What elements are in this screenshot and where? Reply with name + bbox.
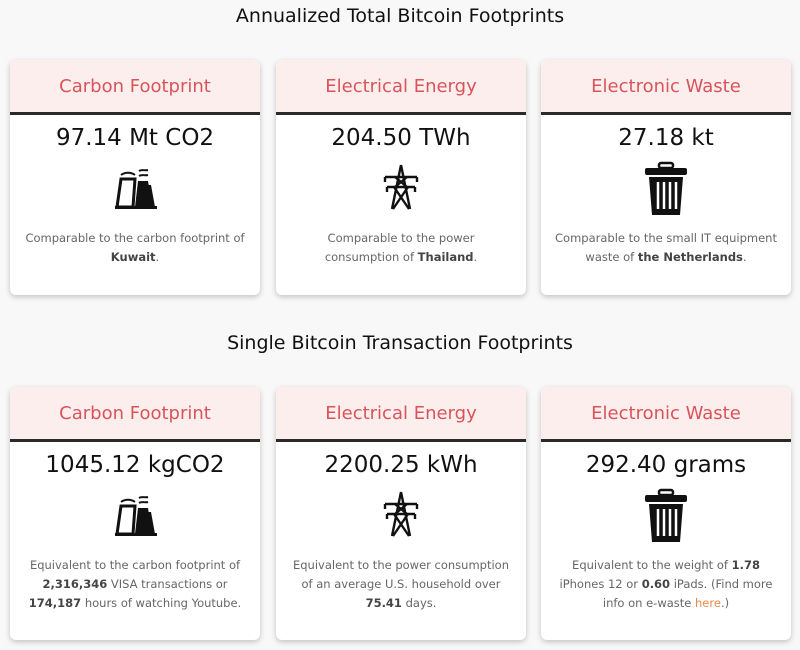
card-header: Carbon Footprint [10,60,260,115]
card-value: 2200.25 kWh [324,452,478,478]
power-tower-icon [276,161,526,217]
card-header: Electronic Waste [541,60,791,115]
card-value: 204.50 TWh [331,125,471,151]
footprint-card: Electrical Energy 204.50 TWh Comparable … [276,60,526,295]
desc-text: . [155,250,160,264]
power-tower-icon [276,488,526,544]
desc-text: Comparable to the carbon footprint of [25,231,245,245]
card-header: Electronic Waste [541,387,791,442]
footprint-card: Carbon Footprint 97.14 Mt CO2 Comparable… [10,60,260,295]
desc-text: 75.41 [365,596,402,610]
desc-text: . [742,250,747,264]
desc-text: .) [720,596,730,610]
card-header: Electrical Energy [276,387,526,442]
card-description: Comparable to the carbon footprint of Ku… [10,229,260,267]
section-title: Annualized Total Bitcoin Footprints [235,5,565,27]
trash-icon [541,488,791,544]
desc-text: 0.60 [641,577,671,591]
desc-text: hours of watching Youtube. [81,596,242,610]
footprint-card: Electronic Waste 292.40 grams Equivalent… [541,387,791,640]
card-header: Carbon Footprint [10,387,260,442]
card-value: 97.14 Mt CO2 [55,125,215,151]
card-value: 27.18 kt [618,125,714,151]
factory-icon [10,161,260,217]
footprint-card: Electrical Energy 2200.25 kWh Equivalent… [276,387,526,640]
desc-text: iPads. (Find more info on e-waste [602,577,773,610]
desc-text: Thailand [417,250,474,264]
desc-text: 174,187 [28,596,82,610]
section-title: Single Bitcoin Transaction Footprints [227,332,573,354]
desc-text: Comparable to the power consumption of [324,231,475,264]
desc-text: iPhones 12 or [559,577,642,591]
card-description: Equivalent to the power consumption of a… [276,556,526,613]
card-value: 1045.12 kgCO2 [45,452,225,478]
card-description: Comparable to the small IT equipment was… [541,229,791,267]
footprint-card: Carbon Footprint 1045.12 kgCO2 Equivalen… [10,387,260,640]
card-description: Equivalent to the weight of 1.78 iPhones… [541,556,791,613]
desc-text: 2,316,346 [42,577,108,591]
card-header: Electrical Energy [276,60,526,115]
desc-text: 1.78 [731,558,760,572]
trash-icon [541,161,791,217]
e-waste-link[interactable]: here [695,596,721,610]
desc-text: the Netherlands [637,250,743,264]
desc-text: days. [401,596,437,610]
card-value: 292.40 grams [585,452,747,478]
desc-text: Equivalent to the carbon footprint of [29,558,241,572]
desc-text: VISA transactions or [107,577,228,591]
desc-text: . [473,250,478,264]
desc-text: Kuwait [110,250,156,264]
factory-icon [10,488,260,544]
desc-text: Equivalent to the weight of [572,558,732,572]
desc-text: Equivalent to the power consumption of a… [292,558,509,591]
card-description: Equivalent to the carbon footprint of 2,… [10,556,260,613]
card-description: Comparable to the power consumption of T… [276,229,526,267]
footprint-card: Electronic Waste 27.18 kt Comparable to … [541,60,791,295]
desc-text: Comparable to the small IT equipment was… [555,231,777,264]
